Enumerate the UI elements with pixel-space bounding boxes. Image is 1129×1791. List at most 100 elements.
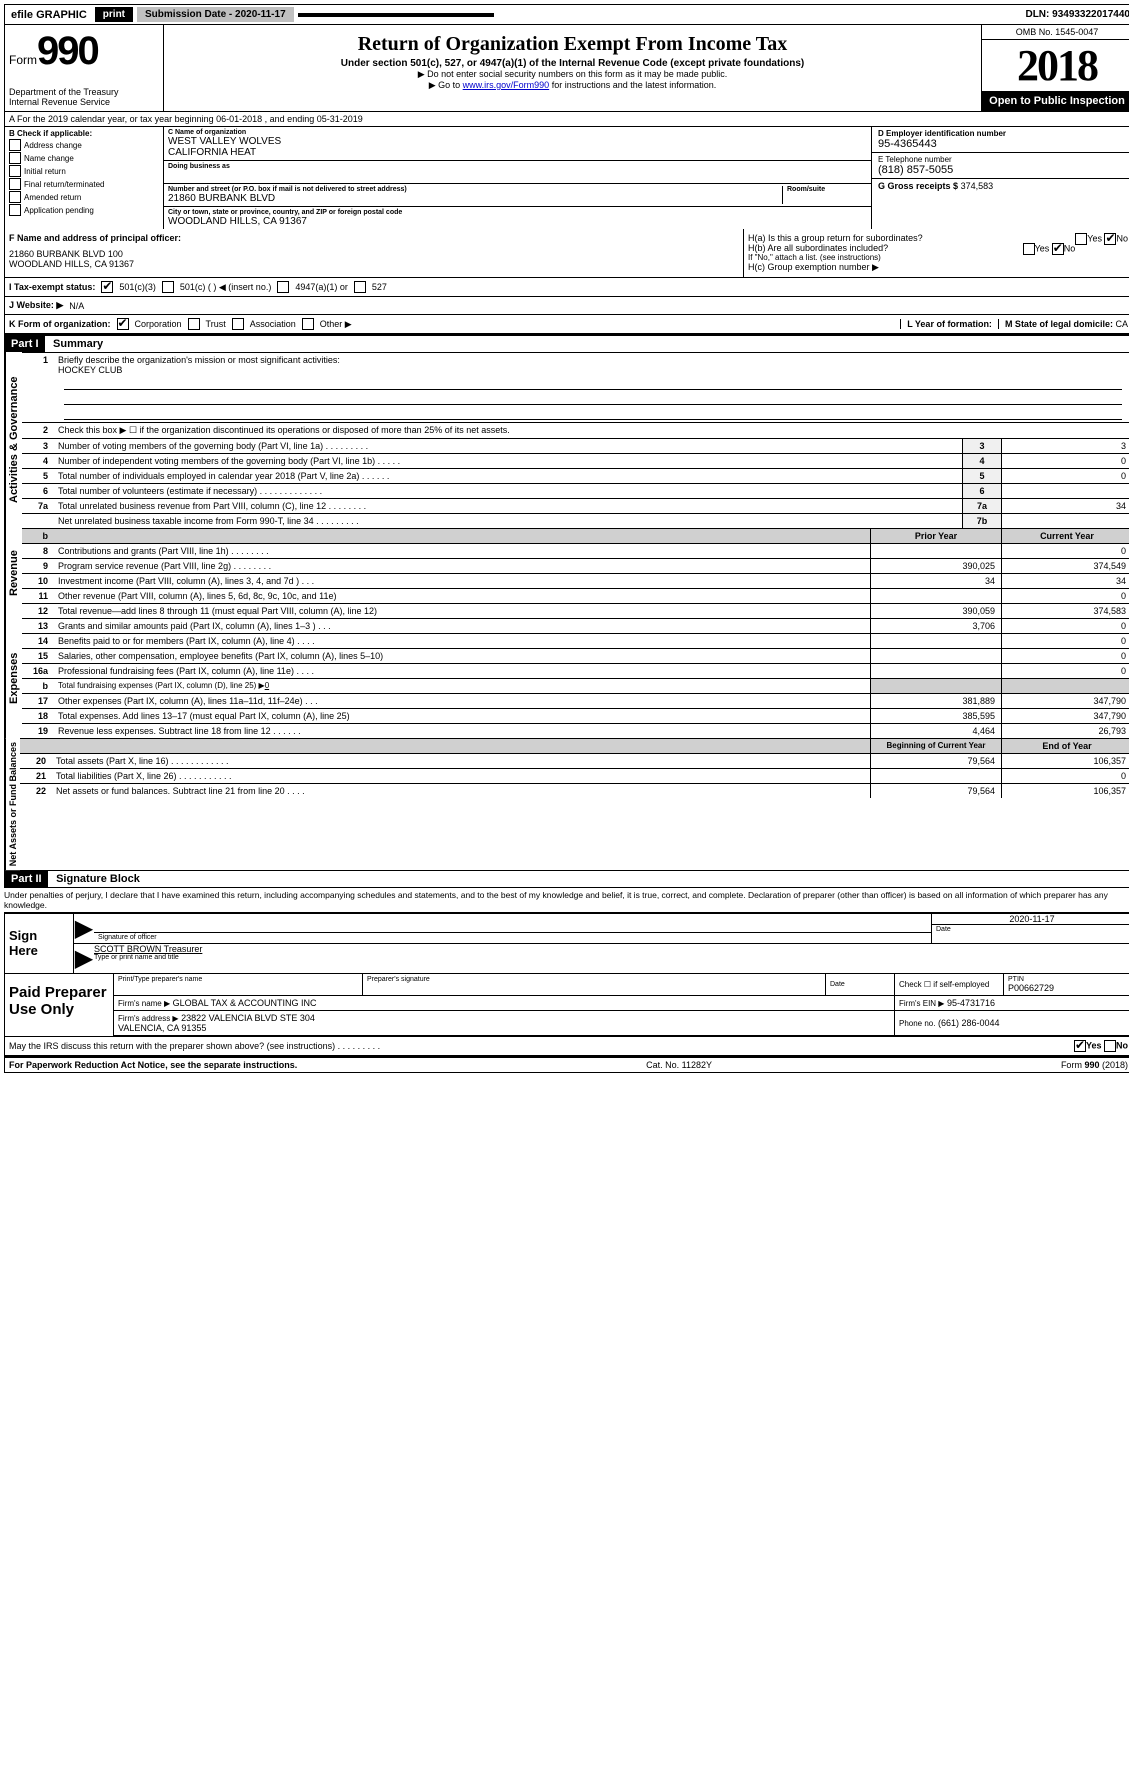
l1: Briefly describe the organization's miss… — [54, 353, 1129, 423]
c13: 0 — [1002, 619, 1129, 634]
ha: H(a) Is this a group return for subordin… — [748, 233, 1128, 243]
chk-address-change[interactable]: Address change — [9, 139, 159, 151]
p17: 381,889 — [871, 694, 1002, 709]
form-header: Form990 Department of the Treasury Inter… — [4, 25, 1129, 112]
dln-label: DLN: 93493322017440 — [1025, 9, 1129, 20]
l9: Program service revenue (Part VIII, line… — [54, 559, 871, 574]
firm-phone-label: Phone no. — [899, 1019, 935, 1028]
discuss-row: May the IRS discuss this return with the… — [4, 1037, 1129, 1056]
j-label: J Website: ▶ — [9, 300, 63, 311]
prep-c4: Check ☐ if self-employed — [895, 974, 1004, 996]
prep-c1: Print/Type preparer's name — [118, 976, 358, 983]
p12: 390,059 — [871, 604, 1002, 619]
part2-bar: Part II Signature Block — [4, 871, 1129, 887]
part1-bar: Part I Summary — [4, 335, 1129, 352]
chk-trust[interactable] — [188, 318, 200, 330]
row-i-tax-status: I Tax-exempt status: 501(c)(3) 501(c) ( … — [4, 278, 1129, 297]
v4: 0 — [1002, 454, 1129, 469]
chk-4947[interactable] — [277, 281, 289, 293]
chk-label-5: Application pending — [24, 206, 94, 215]
arrow-icon-2: ▶ — [74, 944, 94, 973]
side-expenses: Expenses — [5, 618, 22, 738]
note2-pre: ▶ Go to — [429, 80, 463, 90]
discuss-yes-chk[interactable] — [1074, 1040, 1086, 1052]
column-deg: D Employer identification number 95-4365… — [872, 127, 1129, 229]
l18: Total expenses. Add lines 13–17 (must eq… — [54, 709, 871, 724]
side-revenue: Revenue — [5, 528, 22, 618]
gross-label: G Gross receipts $ — [878, 181, 958, 191]
arrow-icon: ▶ — [74, 914, 94, 943]
part1-header: Part I — [5, 336, 45, 352]
header-left: Form990 Department of the Treasury Inter… — [5, 25, 164, 111]
c17: 347,790 — [1002, 694, 1129, 709]
officer-name: SCOTT BROWN Treasurer — [94, 944, 1129, 954]
print-button[interactable]: print — [95, 7, 133, 22]
header-middle: Return of Organization Exempt From Incom… — [164, 25, 982, 111]
chk-initial-return[interactable]: Initial return — [9, 165, 159, 177]
principal-officer: F Name and address of principal officer:… — [5, 229, 744, 277]
chk-corp[interactable] — [117, 318, 129, 330]
room-label: Room/suite — [787, 186, 867, 193]
prep-c2: Preparer's signature — [367, 976, 821, 983]
chk-assoc[interactable] — [232, 318, 244, 330]
discuss-no-chk[interactable] — [1104, 1040, 1116, 1052]
chk-501c[interactable] — [162, 281, 174, 293]
footer-right: Form 990 (2018) — [1061, 1060, 1128, 1070]
note-ssn: ▶ Do not enter social security numbers o… — [170, 69, 975, 80]
preparer-table: Print/Type preparer's name Preparer's si… — [114, 974, 1129, 1036]
l22: Net assets or fund balances. Subtract li… — [52, 784, 871, 799]
chk-other[interactable] — [302, 318, 314, 330]
chk-label-0: Address change — [24, 141, 82, 150]
row-f-h: F Name and address of principal officer:… — [4, 229, 1129, 278]
chk-name-change[interactable]: Name change — [9, 152, 159, 164]
entity-block: B Check if applicable: Address change Na… — [4, 127, 1129, 229]
addr-label: Number and street (or P.O. box if mail i… — [168, 186, 782, 193]
p14 — [871, 634, 1002, 649]
group-return: H(a) Is this a group return for subordin… — [744, 229, 1129, 277]
chk-application-pending[interactable]: Application pending — [9, 204, 159, 216]
chk-amended[interactable]: Amended return — [9, 191, 159, 203]
city-val: WOODLAND HILLS, CA 91367 — [168, 216, 867, 227]
paid-preparer-label: Paid Preparer Use Only — [5, 974, 114, 1036]
section-governance: Activities & Governance 1 Briefly descri… — [4, 352, 1129, 528]
c11: 0 — [1002, 589, 1129, 604]
part1-title: Summary — [47, 338, 103, 350]
lbl-assoc: Association — [250, 319, 296, 329]
l16a: Professional fundraising fees (Part IX, … — [54, 664, 871, 679]
firm-addr-label: Firm's address ▶ — [118, 1014, 179, 1023]
c18: 347,790 — [1002, 709, 1129, 724]
l21: Total liabilities (Part X, line 26) . . … — [52, 769, 871, 784]
column-c: C Name of organization WEST VALLEY WOLVE… — [164, 127, 872, 229]
e22: 106,357 — [1002, 784, 1129, 799]
firm-ein: 95-4731716 — [947, 998, 995, 1008]
chk-527[interactable] — [354, 281, 366, 293]
discuss-yes: Yes — [1086, 1041, 1102, 1051]
footer-form-num: 990 — [1084, 1060, 1099, 1070]
m-val: CA — [1115, 319, 1128, 329]
lbl-other: Other ▶ — [320, 319, 352, 330]
form-title: Return of Organization Exempt From Incom… — [170, 33, 975, 56]
l1-text: Briefly describe the organization's miss… — [58, 355, 340, 365]
end-h: End of Year — [1002, 739, 1129, 754]
col-b-header: B Check if applicable: — [9, 129, 159, 138]
chk-501c3[interactable] — [101, 281, 113, 293]
firm-name: GLOBAL TAX & ACCOUNTING INC — [173, 998, 317, 1008]
l7b: Net unrelated business taxable income fr… — [54, 514, 963, 529]
l-label: L Year of formation: — [907, 319, 992, 329]
signature-block: Sign Here ▶ Signature of officer 2020-11… — [4, 912, 1129, 974]
irs-link[interactable]: www.irs.gov/Form990 — [463, 80, 550, 90]
l10: Investment income (Part VIII, column (A)… — [54, 574, 871, 589]
form-subtitle: Under section 501(c), 527, or 4947(a)(1)… — [170, 58, 975, 69]
chk-final-return[interactable]: Final return/terminated — [9, 178, 159, 190]
section-netassets: Net Assets or Fund Balances Beginning of… — [4, 738, 1129, 871]
sig-officer-label: Signature of officer — [94, 932, 931, 942]
form-number: Form990 — [9, 29, 159, 74]
c10: 34 — [1002, 574, 1129, 589]
sig-date-label: Date — [932, 924, 1129, 934]
i-label: I Tax-exempt status: — [9, 282, 95, 292]
ein-val: 95-4365443 — [878, 138, 1126, 150]
address-cell: Number and street (or P.O. box if mail i… — [164, 184, 871, 207]
phone-val: (818) 857-5055 — [878, 164, 1126, 176]
l12: Total revenue—add lines 8 through 11 (mu… — [54, 604, 871, 619]
row-a-tax-year: A For the 2019 calendar year, or tax yea… — [4, 112, 1129, 127]
